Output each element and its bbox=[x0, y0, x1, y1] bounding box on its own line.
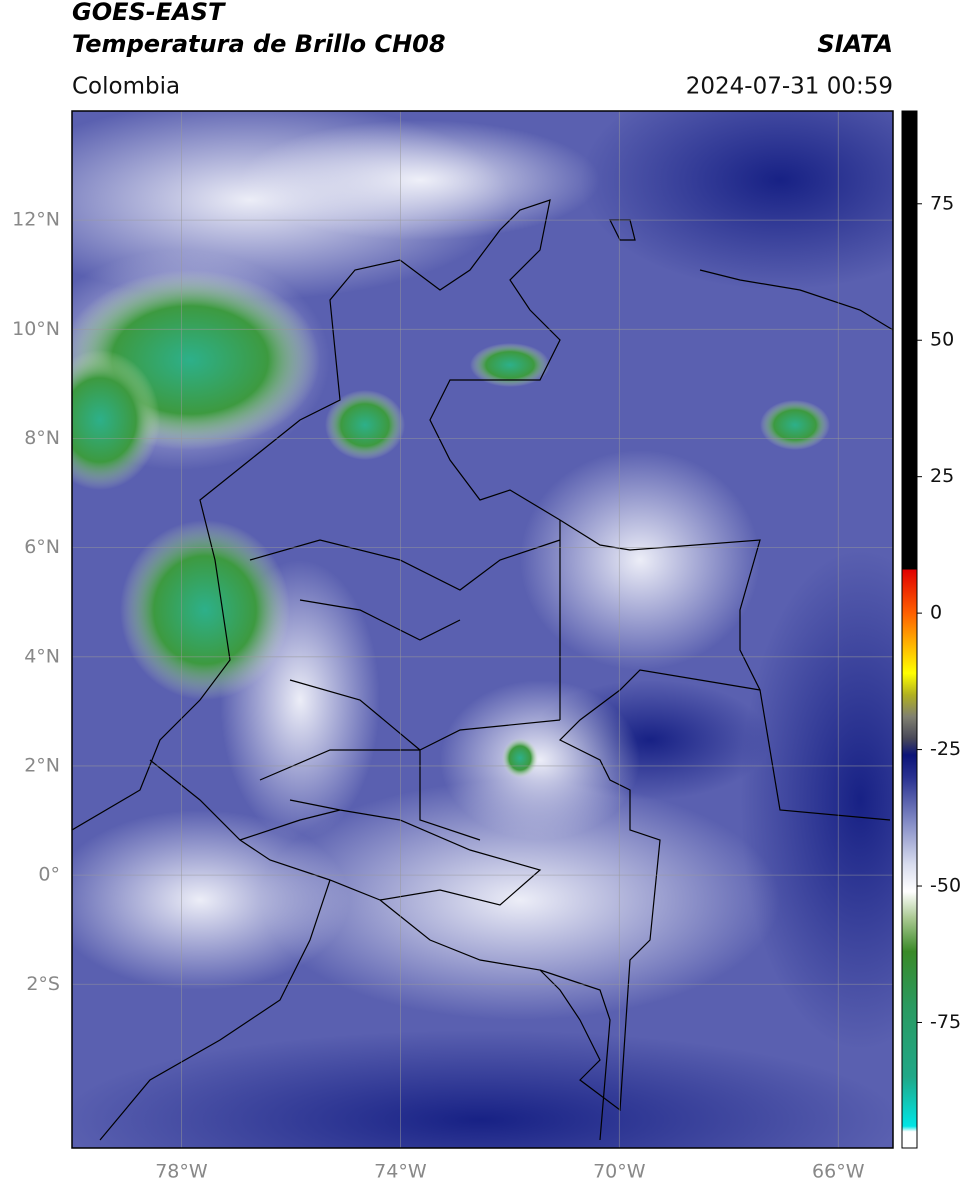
lat-tick-label: 10°N bbox=[12, 318, 60, 340]
colorbar-tick-label: -75 bbox=[930, 1011, 961, 1033]
colorbar bbox=[901, 110, 918, 1149]
lon-tick-label: 78°W bbox=[155, 1161, 208, 1183]
region: Colombia bbox=[72, 74, 180, 100]
lon-tick-label: 74°W bbox=[374, 1161, 427, 1183]
lat-tick-label: 2°S bbox=[26, 973, 60, 995]
colorbar-tick-label: 25 bbox=[930, 465, 954, 487]
lon-tick-label: 70°W bbox=[593, 1161, 646, 1183]
colorbar-tick-label: -50 bbox=[930, 875, 961, 897]
source: SIATA bbox=[817, 30, 893, 58]
grid bbox=[72, 111, 893, 1148]
colorbar-tick-label: 50 bbox=[930, 329, 954, 351]
title: GOES-EAST bbox=[72, 0, 226, 26]
subtitle: Temperatura de Brillo CH08 bbox=[72, 30, 446, 58]
lat-tick-label: 8°N bbox=[24, 427, 60, 449]
lat-tick-label: 2°N bbox=[24, 754, 60, 776]
colorbar-tick-label: 75 bbox=[930, 192, 954, 214]
map-frame bbox=[71, 110, 894, 1149]
lat-tick-label: 0° bbox=[38, 864, 60, 886]
lat-tick-label: 6°N bbox=[24, 536, 60, 558]
colorbar-tick-label: -25 bbox=[930, 738, 961, 760]
lat-tick-label: 12°N bbox=[12, 209, 60, 231]
satellite-image bbox=[72, 111, 893, 1148]
colorbar-tick-label: 0 bbox=[930, 602, 942, 624]
lat-tick-label: 4°N bbox=[24, 645, 60, 667]
lon-tick-label: 66°W bbox=[812, 1161, 865, 1183]
datetime: 2024-07-31 00:59 bbox=[686, 74, 893, 100]
